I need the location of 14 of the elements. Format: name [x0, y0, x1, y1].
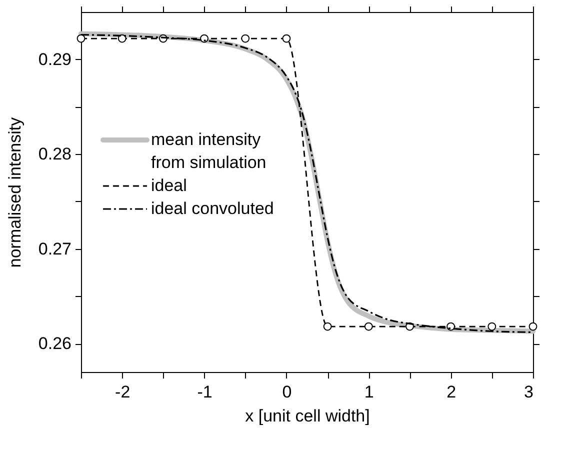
y-tick-label: 0.29 [38, 50, 72, 69]
x-tick-label: 2 [446, 382, 456, 402]
x-tick-label: -1 [197, 382, 212, 402]
x-tick-label: -2 [115, 382, 130, 402]
x-tick-label: 3 [524, 382, 534, 402]
legend-label: ideal convoluted [151, 199, 274, 218]
y-tick-label: 0.28 [38, 144, 72, 164]
x-tick-label: 1 [364, 382, 374, 402]
legend-label: ideal [151, 176, 187, 195]
y-axis-title: normalised intensity [5, 116, 24, 268]
x-tick-label: 0 [282, 382, 292, 402]
y-tick-label: 0.26 [38, 334, 72, 354]
y-tick-label: 0.27 [38, 239, 72, 258]
x-axis-title: x [unit cell width] [245, 406, 370, 426]
